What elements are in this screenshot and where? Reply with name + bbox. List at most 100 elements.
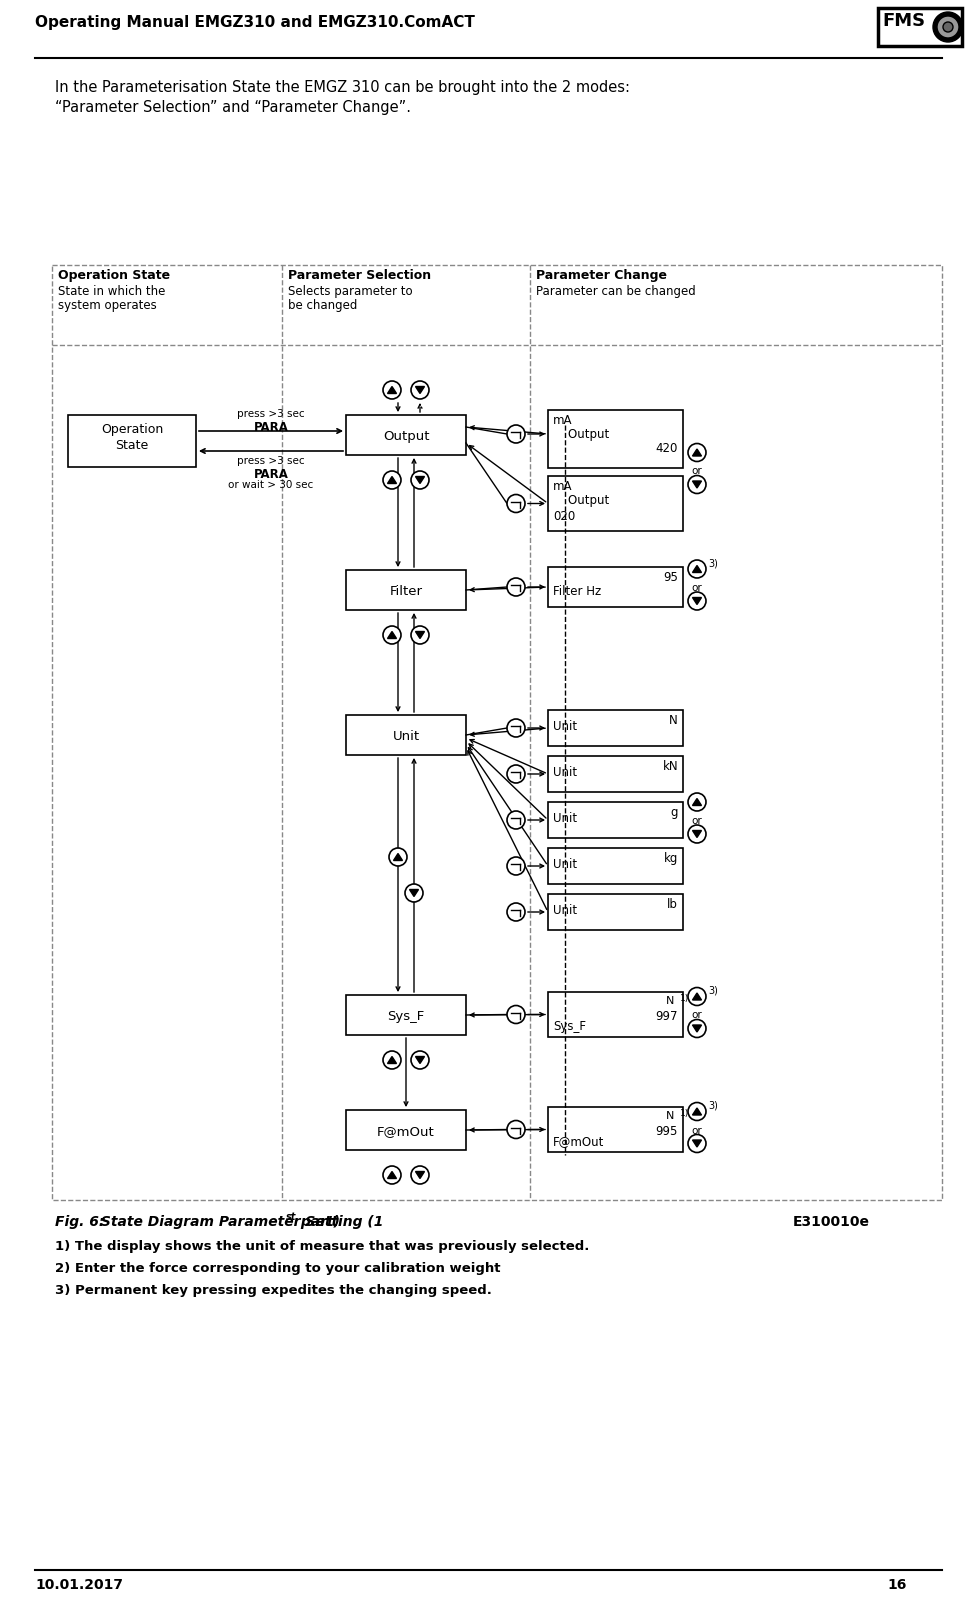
Polygon shape [693,1025,701,1033]
Text: N: N [669,714,678,727]
Polygon shape [388,477,397,483]
Text: State: State [115,440,149,452]
Text: Unit: Unit [553,721,577,734]
Circle shape [507,425,525,443]
Text: 2) Enter the force corresponding to your calibration weight: 2) Enter the force corresponding to your… [55,1262,500,1275]
Circle shape [389,848,407,866]
Circle shape [411,1167,429,1185]
Bar [548,410,683,469]
Text: Selects parameter to: Selects parameter to [288,284,412,297]
Circle shape [688,987,706,1005]
Text: or: or [692,1125,702,1136]
Bar [548,567,683,608]
Circle shape [507,719,525,737]
Circle shape [507,1120,525,1139]
Bar [548,1107,683,1152]
Circle shape [688,443,706,462]
Circle shape [383,1167,401,1185]
Text: Sys_F: Sys_F [387,1010,425,1023]
Circle shape [688,1102,706,1120]
Bar [68,415,196,467]
Text: lb: lb [667,898,678,911]
Text: 420: 420 [656,443,678,456]
Polygon shape [693,798,701,805]
Text: kg: kg [663,852,678,865]
Circle shape [943,23,953,32]
Text: 3): 3) [708,986,718,995]
Text: kN: kN [662,760,678,772]
Text: or: or [692,583,702,593]
Text: mA: mA [553,414,573,427]
Text: Parameter Change: Parameter Change [536,268,667,283]
Bar [548,894,683,929]
Polygon shape [415,477,424,483]
Circle shape [507,494,525,512]
Bar [346,415,466,456]
Text: F@mOut: F@mOut [553,1134,605,1147]
Text: 3): 3) [708,1100,718,1110]
Polygon shape [415,1172,424,1178]
Text: or: or [692,816,702,826]
Text: 3): 3) [708,558,718,567]
Bar [346,995,466,1034]
Polygon shape [388,1057,397,1063]
Polygon shape [693,1139,701,1147]
Text: Output: Output [383,430,429,443]
Text: State Diagram Parameter Setting (1: State Diagram Parameter Setting (1 [96,1215,383,1230]
Polygon shape [388,1172,397,1178]
Circle shape [688,1020,706,1037]
Text: “Parameter Selection” and “Parameter Change”.: “Parameter Selection” and “Parameter Cha… [55,100,411,115]
Text: F@mOut: F@mOut [377,1125,435,1138]
Text: Sys_F: Sys_F [553,1020,586,1033]
Polygon shape [409,889,418,897]
Text: 16: 16 [888,1577,907,1592]
Text: system operates: system operates [58,299,156,312]
Text: Unit: Unit [553,766,577,779]
Text: st: st [286,1212,296,1222]
Circle shape [411,625,429,645]
Text: Operating Manual EMGZ310 and EMGZ310.ComACT: Operating Manual EMGZ310 and EMGZ310.Com… [35,15,475,31]
Text: E310010e: E310010e [793,1215,870,1230]
Bar [346,1110,466,1151]
Circle shape [411,470,429,490]
Text: Filter Hz: Filter Hz [553,585,601,598]
Text: Operation State: Operation State [58,268,170,283]
Bar [878,8,962,45]
Polygon shape [693,566,701,572]
Bar [548,756,683,792]
Text: Output: Output [553,494,610,507]
Polygon shape [415,386,424,394]
Text: Unit: Unit [553,858,577,871]
Text: 3) Permanent key pressing expedites the changing speed.: 3) Permanent key pressing expedites the … [55,1285,491,1298]
Text: mA: mA [553,480,573,493]
Polygon shape [388,632,397,638]
Circle shape [937,16,959,39]
Circle shape [507,856,525,874]
Text: 020: 020 [553,511,575,524]
Text: PARA: PARA [254,469,288,482]
Circle shape [688,591,706,609]
Text: press >3 sec: press >3 sec [237,456,305,465]
Circle shape [507,1005,525,1023]
Text: Fig. 6:: Fig. 6: [55,1215,105,1230]
Text: N: N [666,1112,678,1122]
Text: press >3 sec: press >3 sec [237,409,305,419]
Polygon shape [693,992,701,1000]
Text: 995: 995 [656,1125,678,1138]
Circle shape [411,1050,429,1070]
Text: Parameter Selection: Parameter Selection [288,268,431,283]
Text: or: or [692,467,702,477]
Text: 1): 1) [680,994,689,1004]
Circle shape [507,764,525,784]
Bar [52,265,942,1201]
Circle shape [405,884,423,902]
Text: N: N [666,995,678,1007]
Text: be changed: be changed [288,299,358,312]
Bar [346,570,466,609]
Text: 95: 95 [663,570,678,583]
Text: FMS: FMS [882,11,925,31]
Text: Operation: Operation [101,423,163,436]
Polygon shape [415,632,424,638]
Text: or wait > 30 sec: or wait > 30 sec [229,480,314,490]
Circle shape [688,561,706,579]
